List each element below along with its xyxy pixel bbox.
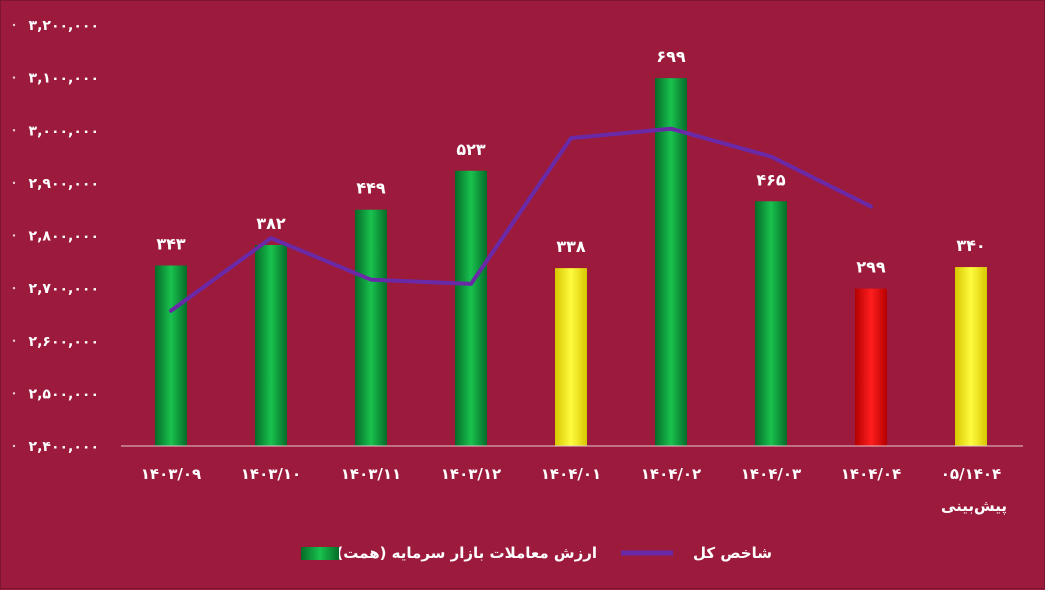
y-tick-label: ۳,۱۰۰,۰۰۰ [29,71,99,87]
y-axis: ۲,۴۰۰,۰۰۰ ۲,۵۰۰,۰۰۰ ۲,۶۰۰,۰۰۰ ۲,۷۰۰,۰۰۰ ۲,۸۰… [12,18,99,455]
x-tick-label: ۱۴۰۳/۰۹ [141,465,201,483]
legend-label-index: شاخص کل [693,544,772,562]
legend-item-value: ارزش معاملات بازار سرمایه (همت) [301,544,597,562]
y-tick-mark [12,234,16,237]
data-label: ۳۸۲ [256,214,286,233]
data-label: ۴۶۵ [756,170,786,189]
data-label: ۳۴۳ [156,234,186,253]
data-labels: ۳۴۳ ۳۸۲ ۴۴۹ ۵۲۳ ۳۳۸ ۶۹۹ ۴۶۵ ۲۹۹ ۳۴۰ [156,47,985,277]
bar-series [155,78,987,447]
bar [855,288,887,446]
x-tick-label: ۱۴۰۴/۰۲ [641,465,701,483]
y-tick-mark [12,286,16,290]
bar [955,267,987,446]
legend-label-value: ارزش معاملات بازار سرمایه (همت) [336,544,597,562]
line-series [169,126,873,313]
x-tick-label: ۱۴۰۴/۰۱ [541,465,601,483]
y-tick-label: ۲,۸۰۰,۰۰۰ [29,229,99,245]
y-tick-mark [12,23,16,27]
y-tick-mark [12,339,16,342]
y-tick-label: ۲,۷۰۰,۰۰۰ [29,281,99,297]
y-tick-mark [12,392,16,395]
data-label: ۵۲۳ [456,140,486,159]
data-label: ۴۴۹ [356,179,386,198]
data-label: ۶۹۹ [656,47,686,66]
x-tick-label: ۱۴۰۴/۰۳ [741,465,801,483]
y-tick-label: ۳,۲۰۰,۰۰۰ [29,18,99,34]
x-axis: ۱۴۰۳/۰۹ ۱۴۰۳/۱۰ ۱۴۰۳/۱۱ ۱۴۰۳/۱۲ ۱۴۰۴/۰۱ ۱۴۰۴/… [141,465,1001,483]
y-tick-mark [12,129,16,132]
y-tick-mark [12,76,16,79]
legend: شاخص کل ارزش معاملات بازار سرمایه (همت) [301,544,772,562]
data-label: ۳۳۸ [556,237,586,256]
x-tick-label: ۱۴۰۳/۱۲ [441,465,501,483]
y-tick-label: ۲,۴۰۰,۰۰۰ [29,439,99,455]
y-tick-label: ۲,۹۰۰,۰۰۰ [29,176,99,192]
index-line [169,126,873,313]
y-tick-label: ۲,۵۰۰,۰۰۰ [29,386,99,402]
data-label: ۳۴۰ [956,236,985,255]
forecast-note: پیش‌بینی [941,497,1007,516]
x-tick-label: ۱۴۰۳/۱۰ [241,465,301,483]
x-tick-label: ۱۴۰۴/۰۴ [841,465,901,483]
legend-item-index: شاخص کل [621,544,772,562]
x-tick-label: ۱۴۰۳/۱۱ [341,465,401,483]
x-tick-label: ۰۵/۱۴۰۴ [941,465,1001,483]
bar [755,201,787,446]
bar [255,244,287,446]
bar [355,209,387,446]
y-tick-mark [12,181,16,185]
data-label: ۲۹۹ [856,258,886,277]
y-tick-mark [12,444,16,448]
legend-swatch-bar [301,547,339,560]
y-tick-label: ۲,۶۰۰,۰۰۰ [29,334,99,350]
bar [555,268,587,446]
y-tick-label: ۳,۰۰۰,۰۰۰ [29,123,99,139]
bar [155,265,187,446]
bar [655,78,687,447]
bar [455,170,487,447]
